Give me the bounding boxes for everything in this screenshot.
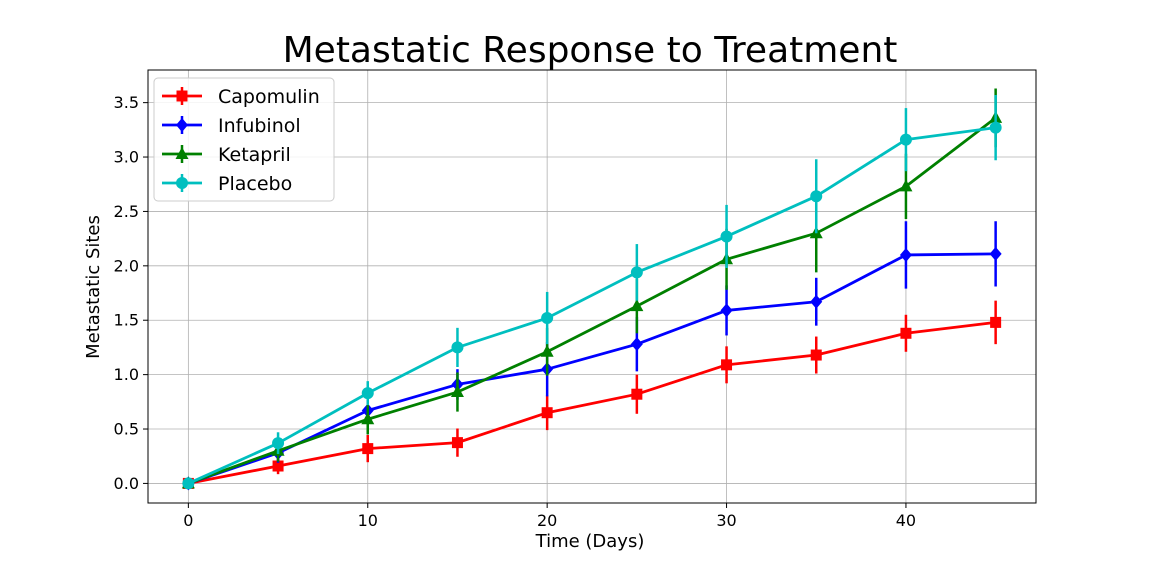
- chart-title: Metastatic Response to Treatment: [283, 30, 898, 71]
- x-tick-label: 0: [183, 511, 193, 530]
- data-point-triangle: [540, 344, 554, 357]
- data-point-circle: [182, 477, 195, 490]
- legend-label: Infubinol: [218, 115, 301, 137]
- data-point-circle: [899, 133, 912, 146]
- series-line: [188, 321, 996, 485]
- legend-item-ketapril: Ketapril: [162, 144, 291, 166]
- data-point-triangle: [450, 385, 464, 398]
- data-point-square: [362, 443, 374, 455]
- legend-item-placebo: Placebo: [162, 173, 292, 195]
- data-point-diamond: [176, 118, 188, 132]
- series-placebo: [182, 95, 1002, 490]
- y-tick-label: 2.5: [114, 202, 139, 221]
- plot-area: 0 10 20 30 40 0.0 0.5 1.0 1.5 2.0 2.5 3.0 3.5: [114, 69, 1037, 530]
- y-tick-label: 2.0: [114, 256, 139, 275]
- y-tick-label: 1.0: [114, 365, 139, 384]
- data-point-square: [541, 407, 553, 419]
- data-point-circle: [451, 341, 464, 354]
- data-point-circle: [272, 437, 285, 450]
- data-point-triangle: [361, 412, 375, 425]
- y-tick-label: 1.5: [114, 311, 139, 330]
- x-tick-label: 40: [896, 511, 916, 530]
- y-axis-label: Metastatic Sites: [83, 215, 104, 359]
- data-point-diamond: [810, 294, 823, 309]
- y-tick-label: 0.0: [114, 474, 139, 493]
- data-point-square: [176, 90, 188, 102]
- data-point-square: [810, 349, 822, 361]
- data-point-triangle: [899, 179, 913, 192]
- y-tick-label: 0.5: [114, 420, 139, 439]
- data-point-square: [631, 388, 643, 400]
- y-tick-label: 3.0: [114, 148, 139, 167]
- data-point-triangle: [630, 299, 644, 312]
- legend-label: Placebo: [218, 173, 292, 195]
- legend-label: Ketapril: [218, 144, 291, 166]
- data-point-circle: [541, 312, 554, 325]
- x-tick-label: 30: [716, 511, 736, 530]
- series-line: [187, 252, 996, 485]
- data-point-square: [451, 437, 463, 449]
- data-point-triangle: [175, 147, 189, 159]
- data-point-diamond: [989, 246, 1002, 261]
- data-point-circle: [720, 230, 733, 243]
- legend-item-infubinol: Infubinol: [162, 115, 301, 137]
- data-point-diamond: [720, 303, 733, 318]
- legend: Capomulin Infubinol Ketapril Placebo: [153, 77, 335, 202]
- data-point-diamond: [630, 337, 643, 352]
- data-point-square: [990, 316, 1002, 328]
- data-point-square: [272, 460, 284, 472]
- plot-frame: [147, 69, 1037, 504]
- legend-item-capomulin: Capomulin: [162, 86, 320, 108]
- series-line: [187, 116, 997, 485]
- data-point-circle: [176, 177, 188, 189]
- x-tick-label: 10: [358, 511, 378, 530]
- series-line: [187, 126, 996, 485]
- data-point-circle: [361, 387, 374, 400]
- legend-box: [153, 77, 335, 202]
- data-point-circle: [810, 190, 823, 203]
- data-point-diamond: [899, 247, 912, 262]
- data-point-circle: [989, 121, 1002, 134]
- y-tick-label: 3.5: [114, 93, 139, 112]
- data-point-circle: [630, 266, 643, 279]
- x-axis-label: Time (Days): [535, 531, 645, 552]
- x-tick-label: 20: [537, 511, 557, 530]
- legend-label: Capomulin: [218, 86, 320, 108]
- data-point-square: [721, 359, 733, 371]
- data-point-square: [900, 327, 912, 339]
